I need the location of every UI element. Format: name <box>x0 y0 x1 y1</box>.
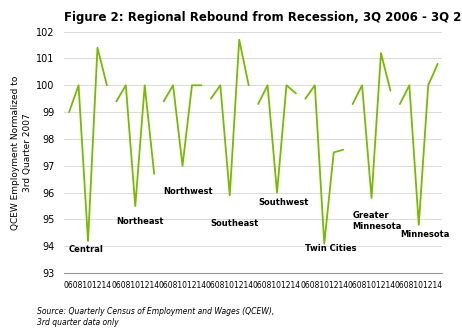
Text: Figure 2: Regional Rebound from Recession, 3Q 2006 - 3Q 2014: Figure 2: Regional Rebound from Recessio… <box>64 11 462 23</box>
Text: Minnesota: Minnesota <box>400 230 449 239</box>
Y-axis label: QCEW Employment Normalized to
3rd Quarter 2007: QCEW Employment Normalized to 3rd Quarte… <box>11 75 32 230</box>
Text: Northeast: Northeast <box>116 217 164 226</box>
Text: Central: Central <box>69 245 104 254</box>
Text: Greater
Minnesota: Greater Minnesota <box>353 212 402 231</box>
Text: Twin Cities: Twin Cities <box>305 244 357 253</box>
Text: Southeast: Southeast <box>211 219 259 228</box>
Text: Southwest: Southwest <box>258 198 309 207</box>
Text: Source: Quarterly Census of Employment and Wages (QCEW),
3rd quarter data only: Source: Quarterly Census of Employment a… <box>37 307 274 327</box>
Text: Northwest: Northwest <box>164 187 213 196</box>
